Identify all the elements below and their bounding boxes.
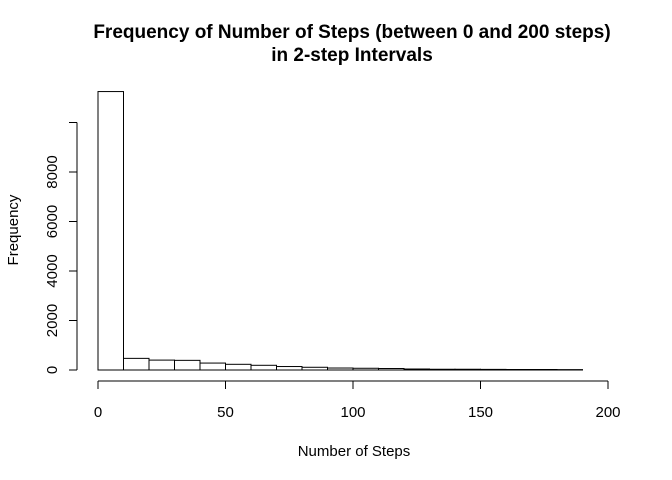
y-tick-label: 2000 bbox=[44, 304, 61, 337]
histogram-bar bbox=[403, 368, 430, 371]
y-tick-label: 6000 bbox=[44, 205, 61, 238]
histogram-bar bbox=[123, 357, 150, 371]
histogram-bar bbox=[301, 366, 328, 371]
histogram-bar bbox=[352, 367, 379, 371]
x-tick-label: 50 bbox=[217, 404, 234, 421]
histogram-bar bbox=[378, 368, 405, 371]
y-tick-label: 8000 bbox=[44, 155, 61, 188]
x-tick-label: 0 bbox=[94, 404, 102, 421]
histogram-bar bbox=[250, 364, 277, 371]
histogram-bar bbox=[480, 368, 507, 371]
histogram-bar bbox=[327, 367, 354, 371]
histogram-bar bbox=[148, 359, 175, 371]
chart-title-line-2: in 2-step Intervals bbox=[271, 45, 433, 66]
chart-title-line-1: Frequency of Number of Steps (between 0 … bbox=[93, 22, 610, 43]
histogram-bar bbox=[276, 366, 303, 371]
histogram-bar bbox=[454, 368, 481, 371]
histogram-bar bbox=[199, 362, 226, 371]
histogram-bar bbox=[97, 91, 124, 371]
y-axis: 0 2000 4000 6000 8000 bbox=[44, 122, 78, 374]
y-tick-label: 0 bbox=[44, 366, 61, 374]
histogram-bar bbox=[174, 359, 201, 371]
y-tick-label: 4000 bbox=[44, 254, 61, 287]
x-tick-label: 200 bbox=[595, 404, 620, 421]
histogram-bar bbox=[429, 368, 456, 371]
y-axis-title: Frequency bbox=[5, 194, 22, 265]
x-axis-title: Number of Steps bbox=[298, 443, 411, 460]
x-tick-label: 100 bbox=[340, 404, 365, 421]
histogram-bar bbox=[225, 363, 252, 371]
x-axis: 0 50 100 150 200 bbox=[94, 380, 621, 421]
bars-group bbox=[97, 91, 583, 371]
x-tick-label: 150 bbox=[468, 404, 493, 421]
